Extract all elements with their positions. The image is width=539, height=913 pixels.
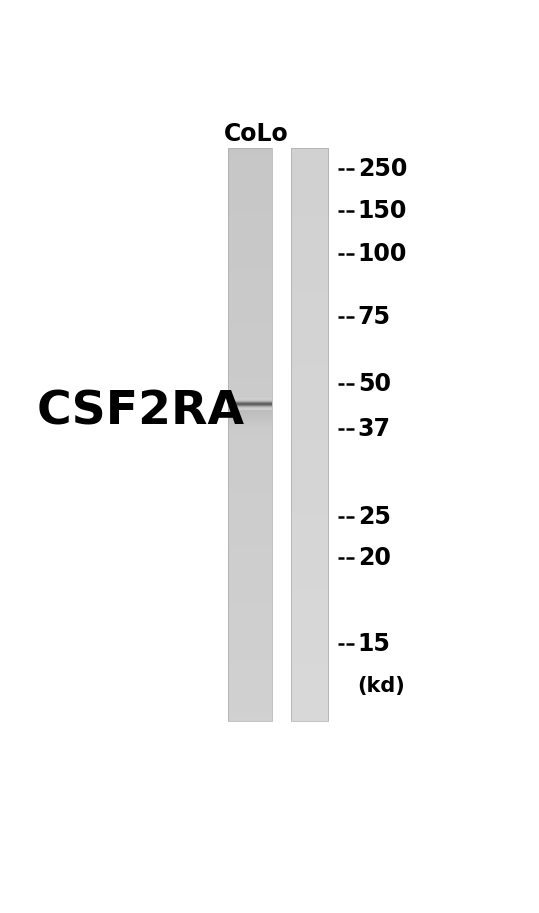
Text: 100: 100 [358, 242, 407, 266]
Text: 20: 20 [358, 546, 391, 570]
Text: 25: 25 [358, 505, 391, 530]
Bar [291, 148, 328, 721]
Text: 75: 75 [358, 305, 391, 329]
Text: 50: 50 [358, 372, 391, 395]
Text: (kd): (kd) [358, 676, 405, 696]
Text: 150: 150 [358, 200, 407, 224]
Text: CoLo: CoLo [224, 122, 289, 146]
Text: 15: 15 [358, 632, 391, 656]
Text: 250: 250 [358, 157, 407, 182]
Text: CSF2RA: CSF2RA [37, 389, 245, 435]
Text: 37: 37 [358, 417, 391, 441]
Bar [228, 148, 272, 721]
